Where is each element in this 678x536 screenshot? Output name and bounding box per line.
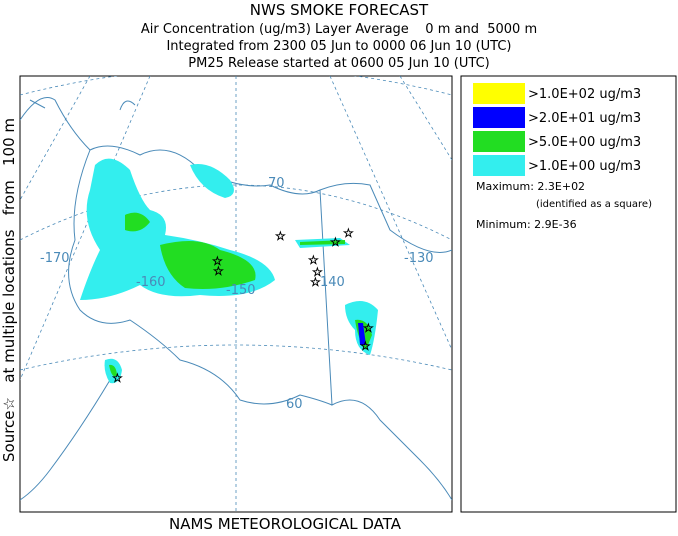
side-label: Source☆ at multiple locations from 100 m [0,118,18,462]
map-label: 140 [320,275,345,290]
coastline [20,379,111,501]
plume [125,212,150,232]
source-star: ☆ [360,339,371,353]
source-star: ☆ [212,254,223,268]
map: ☆ ☆ ☆ ☆ ☆ ☆ ☆ ☆ ☆ ☆ ☆ 70 -170 -160 -150 140 -… [19,75,453,513]
subtitle: Integrated from 2300 05 Jun to 0000 06 J… [166,39,511,54]
sources: ☆ ☆ ☆ ☆ ☆ ☆ ☆ ☆ ☆ ☆ ☆ [112,226,374,386]
map-label: -160 [136,275,166,290]
source-star: ☆ [363,321,374,335]
subtitle: Air Concentration (ug/m3) Layer Average … [141,22,537,37]
source-star: ☆ [275,229,286,243]
map-label: -130 [404,251,434,266]
coastline [68,149,333,406]
title: NWS SMOKE FORECAST [250,1,429,19]
legend-label: >1.0E+00 ug/m3 [528,159,641,174]
coastline [29,99,136,111]
source-star: ☆ [343,226,354,240]
legend-swatch [473,131,525,152]
legend-label: >2.0E+01 ug/m3 [528,111,641,126]
source-star: ☆ [312,265,323,279]
map-label: -150 [226,283,256,298]
plume [109,364,117,377]
plume [300,240,345,245]
maximum: Maximum: 2.3E+02 [476,180,585,193]
map-labels: 70 -170 -160 -150 140 -130 60 [40,176,434,412]
source-star: ☆ [112,371,123,385]
legend: >1.0E+02 ug/m3 >2.0E+01 ug/m3 >5.0E+00 ug/… [473,83,641,176]
legend-swatch [473,155,525,176]
source-star: ☆ [330,235,341,249]
source-star: ☆ [310,275,321,289]
map-label: -170 [40,251,70,266]
max-note: (identified as a square) [536,199,652,210]
minimum: Minimum: 2.9E-36 [476,218,577,231]
legend-swatch [473,107,525,128]
plume [358,323,366,345]
source-star: ☆ [213,264,224,278]
legend-swatch [473,83,525,104]
plume [160,241,256,289]
border [319,189,452,501]
map-label: 70 [268,176,285,191]
legend-label: >1.0E+02 ug/m3 [528,87,641,102]
map-label: 60 [286,397,303,412]
footer: NAMS METEOROLOGICAL DATA [169,515,402,532]
legend-label: >5.0E+00 ug/m3 [528,135,641,150]
subtitle: PM25 Release started at 0600 05 Jun 10 (… [188,56,489,71]
plume [190,164,234,198]
source-star: ☆ [308,253,319,267]
